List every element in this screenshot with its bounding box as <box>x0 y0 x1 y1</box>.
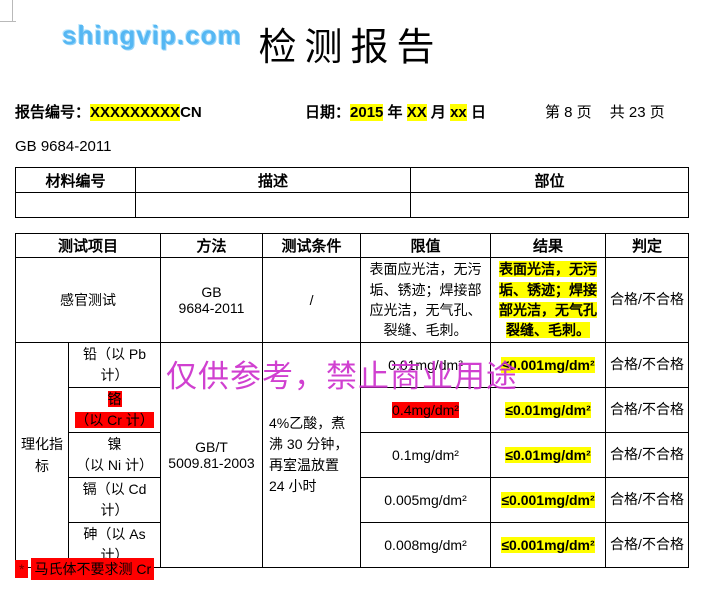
site-logo[interactable]: shingvip.com <box>62 20 242 50</box>
arsenic-result-cell: ≤0.001mg/dm² <box>490 522 607 568</box>
nickel-item-cell: 镍 （以 Ni 计） <box>67 432 162 478</box>
page-title: 检测报告 <box>258 27 443 69</box>
chromium-basis: （以 Cr 计） <box>75 412 154 428</box>
material-table-empty-row <box>15 192 689 218</box>
lead-verdict-cell: 合格/不合格 <box>605 342 690 388</box>
sensory-test-row: 感官测试 GB 9684-2011 / 表面应光洁，无污垢、锈迹；焊接部应光洁，… <box>14 257 690 343</box>
description-header: 描述 <box>135 167 411 193</box>
cadmium-item-cell: 镉（以 Cd 计） <box>67 477 162 523</box>
date-month: XX <box>406 104 427 121</box>
lead-item-cell: 铅（以 Pb 计） <box>67 342 162 388</box>
lead-limit-cell: 0.01mg/dm² <box>360 342 492 388</box>
arsenic-element: 砷 <box>83 526 98 542</box>
nickel-result-value: ≤0.01mg/dm² <box>505 447 591 463</box>
report-number-suffix: CN <box>180 104 202 121</box>
arsenic-result-value: ≤0.001mg/dm² <box>501 537 595 553</box>
part-cell <box>410 192 689 218</box>
nickel-limit-cell: 0.1mg/dm² <box>360 432 492 478</box>
chromium-result-cell: ≤0.01mg/dm² <box>490 387 607 433</box>
group-condition-cell: 4%乙酸，煮沸 30 分钟，再室温放置 24 小时 <box>262 342 362 568</box>
cadmium-result-cell: ≤0.001mg/dm² <box>490 477 607 523</box>
nickel-row: 镍 （以 Ni 计） 0.1mg/dm² ≤0.01mg/dm² 合格/不合格 <box>16 432 690 478</box>
page-total: 共 23 页 <box>609 104 665 121</box>
chromium-item-cell: 铬 （以 Cr 计） <box>67 387 162 433</box>
chromium-element: 铬 <box>107 391 122 407</box>
date-day: xx <box>450 104 467 121</box>
test-results-table: 测试项目 方法 测试条件 限值 结果 判定 感官测试 GB 9684-2011 … <box>14 233 690 568</box>
nickel-element: 镍 <box>107 436 122 452</box>
report-number-label: 报告编号： <box>15 104 91 121</box>
sensory-condition-cell: / <box>262 257 362 343</box>
cadmium-basis: （以 Cd 计） <box>96 481 147 518</box>
chromium-row: 铬 （以 Cr 计） 0.4mg/dm² ≤0.01mg/dm² 合格/不合格 <box>16 387 690 433</box>
print-crop-mark-vertical <box>12 0 13 22</box>
report-number-line: 报告编号：XXXXXXXXXCN <box>15 101 202 122</box>
chromium-verdict-cell: 合格/不合格 <box>605 387 690 433</box>
cadmium-verdict-cell: 合格/不合格 <box>605 477 690 523</box>
method-header: 方法 <box>160 233 264 258</box>
sensory-result-value: 表面光洁，无污垢、锈迹；焊接部光洁，无气孔裂缝、毛刺。 <box>499 261 598 339</box>
nickel-verdict-cell: 合格/不合格 <box>605 432 690 478</box>
date-month-unit: 月 <box>426 104 451 121</box>
print-crop-mark-horizontal <box>0 21 16 22</box>
sensory-verdict-cell: 合格/不合格 <box>605 257 690 343</box>
report-date-line: 日期：2015 年 XX 月 xx 日 <box>305 101 486 122</box>
footnote-marker: * <box>15 560 29 578</box>
sensory-result-cell: 表面光洁，无污垢、锈迹；焊接部光洁，无气孔裂缝、毛刺。 <box>490 257 607 343</box>
page-indicator: 第 8 页共 23 页 <box>545 101 665 122</box>
sensory-item-cell: 感官测试 <box>14 257 162 343</box>
nickel-result-cell: ≤0.01mg/dm² <box>490 432 607 478</box>
lead-result-cell: ≤0.001mg/dm² <box>490 342 607 388</box>
part-header: 部位 <box>410 167 689 193</box>
standard-reference: GB 9684-2011 <box>15 138 112 155</box>
chromium-result-value: ≤0.01mg/dm² <box>505 402 591 418</box>
date-label: 日期： <box>305 104 351 121</box>
verdict-header: 判定 <box>605 233 690 258</box>
test-table-header-row: 测试项目 方法 测试条件 限值 结果 判定 <box>14 233 690 258</box>
sensory-method-cell: GB 9684-2011 <box>160 257 264 343</box>
chromium-limit-cell: 0.4mg/dm² <box>360 387 492 433</box>
description-cell <box>135 192 411 218</box>
lead-basis: （以 Pb 计） <box>97 346 147 383</box>
footnote: * 马氏体不要求测 Cr <box>15 558 155 580</box>
sensory-limit-cell: 表面应光洁，无污垢、锈迹；焊接部应光洁，无气孔、裂缝、毛刺。 <box>360 257 492 343</box>
test-item-header: 测试项目 <box>14 233 162 258</box>
material-id-header: 材料编号 <box>15 167 136 193</box>
page-current: 第 8 页 <box>545 104 592 121</box>
group-method-cell: GB/T 5009.81-2003 <box>160 342 264 568</box>
result-header: 结果 <box>490 233 607 258</box>
lead-row: 理化指标 铅（以 Pb 计） GB/T 5009.81-2003 4%乙酸，煮沸… <box>15 342 690 568</box>
lead-element: 铅 <box>83 346 97 362</box>
nickel-basis: （以 Ni 计） <box>76 457 153 473</box>
cadmium-row: 镉（以 Cd 计） 0.005mg/dm² ≤0.001mg/dm² 合格/不合… <box>16 477 690 523</box>
material-table: 材料编号 描述 部位 <box>15 167 689 218</box>
cadmium-result-value: ≤0.001mg/dm² <box>501 492 595 508</box>
group-label-cell: 理化指标 <box>15 342 69 568</box>
date-year: 2015 <box>350 104 384 121</box>
chromium-limit-value: 0.4mg/dm² <box>392 402 459 418</box>
condition-header: 测试条件 <box>262 233 362 258</box>
arsenic-verdict-cell: 合格/不合格 <box>605 522 690 568</box>
cadmium-limit-cell: 0.005mg/dm² <box>360 477 492 523</box>
cadmium-element: 镉 <box>82 481 97 497</box>
footnote-text: 马氏体不要求测 Cr <box>31 558 155 580</box>
date-year-unit: 年 <box>383 104 407 121</box>
material-id-cell <box>15 192 136 218</box>
report-number-value: XXXXXXXXX <box>90 104 181 121</box>
lead-result-value: ≤0.001mg/dm² <box>501 357 595 373</box>
date-day-unit: 日 <box>466 104 486 121</box>
limit-header: 限值 <box>360 233 492 258</box>
arsenic-limit-cell: 0.008mg/dm² <box>360 522 492 568</box>
material-table-header-row: 材料编号 描述 部位 <box>15 167 689 193</box>
